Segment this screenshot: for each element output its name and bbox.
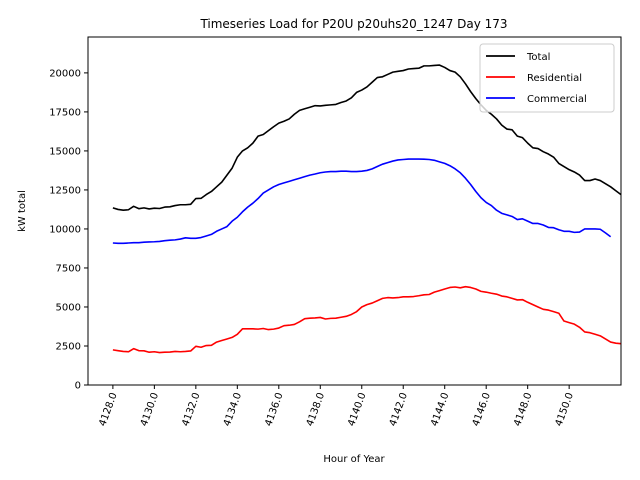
y-axis-label: kW total xyxy=(17,190,28,232)
y-tick-label: 7500 xyxy=(56,263,81,274)
y-axis: 0 2500 5000 7500 10000 12500 15000 17500 20000 xyxy=(49,68,88,392)
legend-label: Total xyxy=(526,52,550,63)
y-tick-label: 17500 xyxy=(49,107,81,118)
y-tick-label: 2500 xyxy=(56,341,81,352)
chart-title: Timeseries Load for P20U p20uhs20_1247 D… xyxy=(199,17,507,31)
legend-label: Residential xyxy=(527,73,582,84)
legend-entry-total: Total xyxy=(486,52,550,63)
series-line-total xyxy=(112,64,622,212)
series-line-residential xyxy=(112,285,622,354)
plot-lines xyxy=(112,64,622,354)
y-tick-label: 5000 xyxy=(56,302,81,313)
legend-entry-residential: Residential xyxy=(486,73,582,84)
legend: Total Residential Commercial xyxy=(479,43,615,113)
legend-entry-commercial: Commercial xyxy=(486,94,587,105)
axes-frame xyxy=(87,36,622,386)
y-tick-label: 0 xyxy=(75,381,81,392)
legend-box xyxy=(479,43,615,113)
y-tick-label: 10000 xyxy=(49,224,81,235)
legend-label: Commercial xyxy=(527,94,587,105)
y-tick-label: 15000 xyxy=(49,146,81,157)
y-tick-label: 20000 xyxy=(49,68,81,79)
y-tick-label: 12500 xyxy=(49,185,81,196)
series-line-commercial xyxy=(112,158,612,245)
x-axis-label: Hour of Year xyxy=(323,454,385,465)
